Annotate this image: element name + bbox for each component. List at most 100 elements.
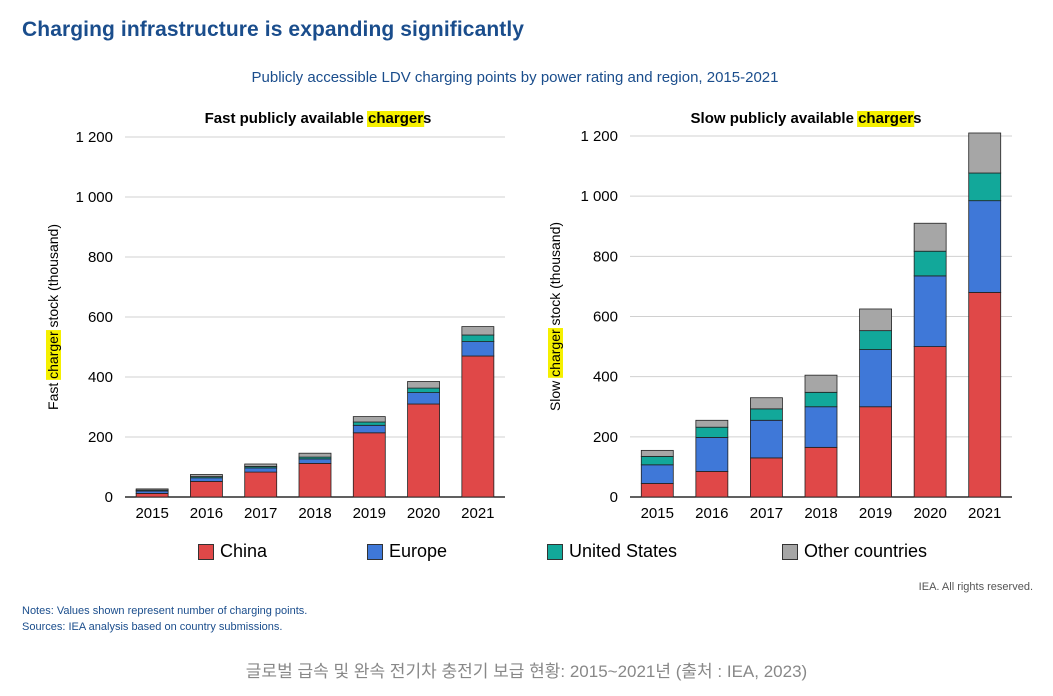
bar-europe <box>298 458 332 464</box>
bar-europe <box>352 424 386 434</box>
sources-text: Sources: IEA analysis based on country s… <box>22 621 283 633</box>
highlighted-word: charger <box>547 329 563 377</box>
bar-other-countries <box>859 308 892 332</box>
highlighted-word: charger <box>45 331 61 379</box>
x-tick-label: 2021 <box>968 505 1001 522</box>
bar-china <box>461 355 495 498</box>
bar-united-states <box>352 421 386 426</box>
bar-other-countries <box>298 452 332 458</box>
bar-europe <box>804 406 838 448</box>
notes-text: Notes: Values shown represent number of … <box>22 605 308 617</box>
y-tick-label: 400 <box>593 369 618 386</box>
bar-europe <box>461 341 495 357</box>
y-tick-label: 1 200 <box>580 128 618 145</box>
highlight-mark <box>46 330 61 380</box>
bar-china <box>640 483 674 498</box>
legend-swatch-united-states <box>547 543 563 560</box>
highlighted-word: charger <box>368 110 423 127</box>
legend-label-other-countries: Other countries <box>804 541 928 561</box>
legend-label-europe: Europe <box>389 541 448 561</box>
y-tick-label: 800 <box>593 248 618 265</box>
y-tick-label: 400 <box>88 369 113 386</box>
chart-subtitle: Publicly accessible LDV charging points … <box>251 69 779 86</box>
legend-label-united-states: United States <box>569 541 678 561</box>
bar-china <box>407 403 440 498</box>
bar-other-countries <box>695 419 729 428</box>
bar-united-states <box>407 387 440 394</box>
bar-europe <box>640 464 674 484</box>
bar-china <box>352 432 386 498</box>
bar-china <box>135 492 169 498</box>
y-tick-label: 0 <box>105 489 113 506</box>
x-tick-label: 2018 <box>298 505 331 522</box>
y-tick-label: 1 000 <box>75 189 113 206</box>
bar-united-states <box>968 172 1002 202</box>
fast-y-axis-label: Fast charger stock (thousand) <box>45 224 61 410</box>
x-tick-label: 2016 <box>190 505 223 522</box>
legend-swatch-other-countries <box>782 543 798 560</box>
bar-other-countries <box>407 381 440 389</box>
y-tick-label: 1 200 <box>75 129 113 146</box>
legend-swatch-europe <box>367 543 383 560</box>
title-part: s <box>423 110 431 127</box>
bar-europe <box>968 200 1002 293</box>
title-part: Fast publicly available <box>205 110 368 127</box>
bar-other-countries <box>244 463 278 467</box>
x-tick-label: 2020 <box>913 505 946 522</box>
bar-china <box>695 471 729 498</box>
bar-other-countries <box>804 374 838 393</box>
y-tick-label: 600 <box>593 309 618 326</box>
bar-europe <box>190 477 223 482</box>
x-tick-label: 2017 <box>750 505 783 522</box>
bar-europe <box>695 437 729 472</box>
y-tick-label: 0 <box>610 489 618 506</box>
y-tick-label: 800 <box>88 249 113 266</box>
bar-china <box>859 406 892 498</box>
bar-united-states <box>913 250 947 277</box>
fast-chart: 0 200 400 600 800 1 000 1 200 2015 2016 2017 2018 2… <box>45 110 505 522</box>
notes-block: Notes: Values shown represent number of … <box>22 603 307 635</box>
bar-united-states <box>859 330 892 350</box>
x-tick-label: 2020 <box>407 505 440 522</box>
highlight-mark <box>367 111 425 127</box>
bar-china <box>913 346 947 498</box>
bar-other-countries <box>913 222 947 252</box>
highlight-mark <box>857 111 915 127</box>
legend-item-other-countries: Other countries <box>782 541 927 562</box>
bar-other-countries <box>461 326 495 336</box>
charts-area: 0 200 400 600 800 1 000 1 200 2015 2016 2017 2018 2… <box>45 110 1012 522</box>
figure-caption: 글로벌 급속 및 완속 전기차 충전기 보급 현황: 2015~2021년 (출… <box>245 662 808 681</box>
highlight-mark <box>548 328 563 378</box>
x-tick-label: 2019 <box>353 505 386 522</box>
page-title: Charging infrastructure is expanding sig… <box>22 18 525 41</box>
bar-other-countries <box>190 474 223 477</box>
y-tick-label: 1 000 <box>580 188 618 205</box>
ylabel-part: stock (thousand) <box>45 224 61 331</box>
fast-panel-title: Fast publicly available chargers <box>205 110 432 127</box>
bar-china <box>244 471 278 498</box>
slow-chart: 0 200 400 600 800 1 000 1 200 2015 2016 2017 2018 2… <box>547 110 1012 522</box>
bar-other-countries <box>640 449 674 457</box>
bar-china <box>298 462 332 498</box>
bar-united-states <box>750 408 783 421</box>
ylabel-part: Fast <box>45 379 61 410</box>
x-tick-label: 2021 <box>461 505 494 522</box>
bar-europe <box>244 467 278 473</box>
bar-united-states <box>461 334 495 342</box>
bar-europe <box>750 419 783 459</box>
legend: China Europe United States Other countri… <box>0 541 1053 567</box>
ylabel-part: stock (thousand) <box>547 222 563 329</box>
bar-united-states <box>695 426 729 438</box>
legend-swatch-china <box>198 543 214 560</box>
legend-label-china: China <box>220 541 268 561</box>
x-tick-label: 2017 <box>244 505 277 522</box>
bar-europe <box>859 349 892 408</box>
bar-china <box>968 292 1002 498</box>
legend-item-united-states: United States <box>547 541 677 562</box>
title-part: s <box>913 110 921 127</box>
highlighted-word: charger <box>858 110 913 127</box>
bar-other-countries <box>750 397 783 410</box>
bar-united-states <box>640 455 674 466</box>
x-tick-label: 2015 <box>135 505 168 522</box>
x-tick-label: 2018 <box>804 505 837 522</box>
